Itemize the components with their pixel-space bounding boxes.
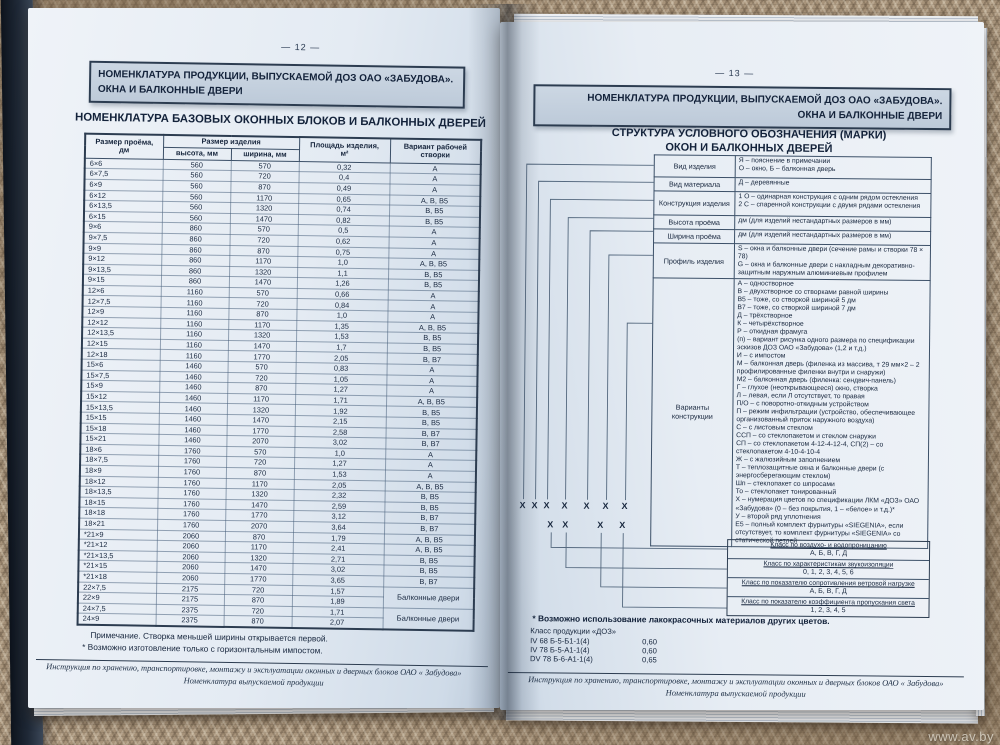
col-header-height: высота, мм xyxy=(162,147,232,161)
legend-row: Конструкция изделия 1 О – одинарная конст… xyxy=(653,190,932,218)
designation-legend-table: Вид изделия Я – пояснение в примечании О –… xyxy=(650,154,932,549)
footer-line: Номенклатура выпускаемой продукции xyxy=(665,688,806,699)
product-class-rows: IV 68 Б-5-Б1-1(4) 0,60 IV 78 Б-5-А1-1(4) 0,… xyxy=(530,636,740,665)
designation-mark: Х xyxy=(602,500,609,511)
class-box: Класс по воздухо- и водопроницанию А, Б, … xyxy=(727,540,930,562)
designation-mark: Х xyxy=(621,501,628,512)
door-type-cell: Балконные двери xyxy=(382,607,474,631)
header-line: ОКНА И БАЛКОННЫЕ ДВЕРИ xyxy=(797,109,943,123)
footer-line: Инструкция по хранению, транспортировке,… xyxy=(528,675,944,689)
left-page-title: НОМЕНКЛАТУРА БАЗОВЫХ ОКОННЫХ БЛОКОВ И БА… xyxy=(74,111,487,130)
left-header-box: НОМЕНКЛАТУРА ПРОДУКЦИИ, ВЫПУСКАЕМОЙ ДОЗ … xyxy=(88,60,466,109)
designation-mark: Х xyxy=(547,519,554,530)
size-table: Размер проёма, дм Размер изделия Площадь… xyxy=(76,132,483,632)
table-note: * Возможно изготовление только с горизон… xyxy=(82,641,323,656)
class-box: Класс по показателю сопротивления ветров… xyxy=(727,578,929,600)
designation-mark: Х xyxy=(619,520,626,531)
watermark: www.av.by xyxy=(928,729,994,744)
product-class-label: Класс продукции «ДОЗ» xyxy=(530,626,617,637)
col-header-width: ширина, мм xyxy=(230,148,300,162)
product-class-row: DV 78 Б-6-А1-1(4) 0,65 xyxy=(529,654,657,665)
designation-mark: Х xyxy=(583,500,590,511)
legend-row: Варианты конструкции А – одностворное В – … xyxy=(650,277,931,549)
class-box: Класс по показателю коэффициента пропуск… xyxy=(741,598,915,615)
legend-table-body: Вид изделия Я – пояснение в примечании О –… xyxy=(650,154,932,549)
legend-row: Профиль изделия S – окна и балконные двер… xyxy=(653,242,931,281)
door-type-cell: Балконные двери xyxy=(382,586,475,610)
class-boxes: Класс по воздухо- и водопроницанию А, Б, … xyxy=(726,539,931,619)
legend-row: Вид изделия Я – пояснение в примечании О –… xyxy=(654,154,932,180)
right-page: — 13 — НОМЕНКЛАТУРА ПРОДУКЦИИ, ВЫПУСКАЕМ… xyxy=(500,22,984,710)
right-page-title: СТРУКТУРА УСЛОВНОГО ОБОЗНАЧЕНИЯ (МАРКИ) … xyxy=(611,126,887,155)
color-note: * Возможно использование лакокрасочных м… xyxy=(532,613,830,627)
col-header-opening: Размер проёма, дм xyxy=(84,133,164,160)
designation-mark: Х xyxy=(519,500,526,511)
designation-mark: Х xyxy=(531,500,538,511)
col-header-area: Площадь изделия, м² xyxy=(298,137,391,163)
col-header-variant: Вариант рабочей створки xyxy=(389,138,482,165)
page-number: — 12 — xyxy=(281,41,321,53)
designation-mark: Х xyxy=(543,500,550,511)
page-number: — 13 — xyxy=(715,67,755,79)
right-header-box: НОМЕНКЛАТУРА ПРОДУКЦИИ, ВЫПУСКАЕМОЙ ДОЗ … xyxy=(533,84,952,131)
designation-mark: Х xyxy=(562,519,569,530)
designation-mark: Х xyxy=(597,519,604,530)
left-page: — 12 — НОМЕНКЛАТУРА ПРОДУКЦИИ, ВЫПУСКАЕМ… xyxy=(28,8,500,708)
size-table-body: 6×6 560 570 0,32 А 6×7,5 560 720 0,4 А 6×9 560 870 0,… xyxy=(77,157,481,631)
class-box: Класс по характеристикам звукоизоляции 0,… xyxy=(727,559,929,581)
designation-mark: Х xyxy=(561,500,568,511)
